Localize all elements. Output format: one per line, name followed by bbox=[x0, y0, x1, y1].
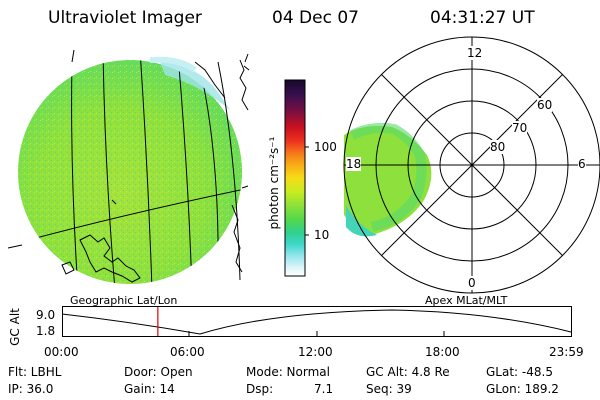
info-gc-alt: GC Alt: 4.8 Re bbox=[366, 365, 450, 379]
mlt-label-12: 12 bbox=[467, 46, 483, 60]
mlt-label-6: 6 bbox=[578, 157, 586, 171]
alt-xtick-0: 00:00 bbox=[44, 345, 79, 359]
grid-outer bbox=[7, 49, 249, 281]
colorbar bbox=[284, 79, 309, 277]
info-glat: GLat: -48.5 bbox=[486, 365, 553, 379]
alt-xtick-4: 23:59 bbox=[549, 345, 584, 359]
altitude-plot bbox=[61, 306, 572, 337]
time-label: 04:31:27 UT bbox=[430, 8, 535, 28]
alt-axis-label: GC Alt bbox=[7, 308, 22, 346]
alt-xtick-3: 18:00 bbox=[425, 345, 460, 359]
info-glon: GLon: 189.2 bbox=[486, 382, 559, 396]
info-mode: Mode: Normal bbox=[246, 365, 330, 379]
colorbar-tick-100: 100 bbox=[314, 140, 337, 154]
info-ip: IP: 36.0 bbox=[8, 382, 54, 396]
aurora-image bbox=[18, 56, 242, 284]
info-dsp-value: 7.1 bbox=[314, 382, 334, 396]
mlat-label-60: 60 bbox=[537, 98, 553, 112]
app-title: Ultraviolet Imager bbox=[48, 8, 202, 28]
info-flt: Flt: LBHL bbox=[8, 365, 62, 379]
info-seq: Seq: 39 bbox=[366, 382, 412, 396]
alt-xtick-1: 06:00 bbox=[170, 345, 205, 359]
mlat-label-80: 80 bbox=[490, 140, 506, 154]
info-gain: Gain: 14 bbox=[124, 382, 175, 396]
colorbar-unit-label: photon cm⁻²s⁻¹ bbox=[267, 136, 281, 230]
info-dsp: Dsp: bbox=[246, 382, 274, 396]
date-label: 04 Dec 07 bbox=[272, 8, 359, 28]
alt-ytick-low: 1.8 bbox=[36, 324, 56, 338]
colorbar-tick-10: 10 bbox=[314, 228, 330, 242]
mlt-label-18: 18 bbox=[346, 157, 362, 171]
alt-ytick-high: 9.0 bbox=[36, 308, 56, 322]
alt-xtick-2: 12:00 bbox=[298, 345, 333, 359]
coastline bbox=[61, 53, 250, 283]
geographic-panel-label: Geographic Lat/Lon bbox=[70, 294, 178, 307]
info-door: Door: Open bbox=[124, 365, 193, 379]
mlt-label-0: 0 bbox=[468, 276, 476, 290]
apex-panel-label: Apex MLat/MLT bbox=[425, 294, 508, 307]
polar-plot bbox=[343, 36, 600, 294]
mlat-label-70: 70 bbox=[512, 121, 528, 135]
